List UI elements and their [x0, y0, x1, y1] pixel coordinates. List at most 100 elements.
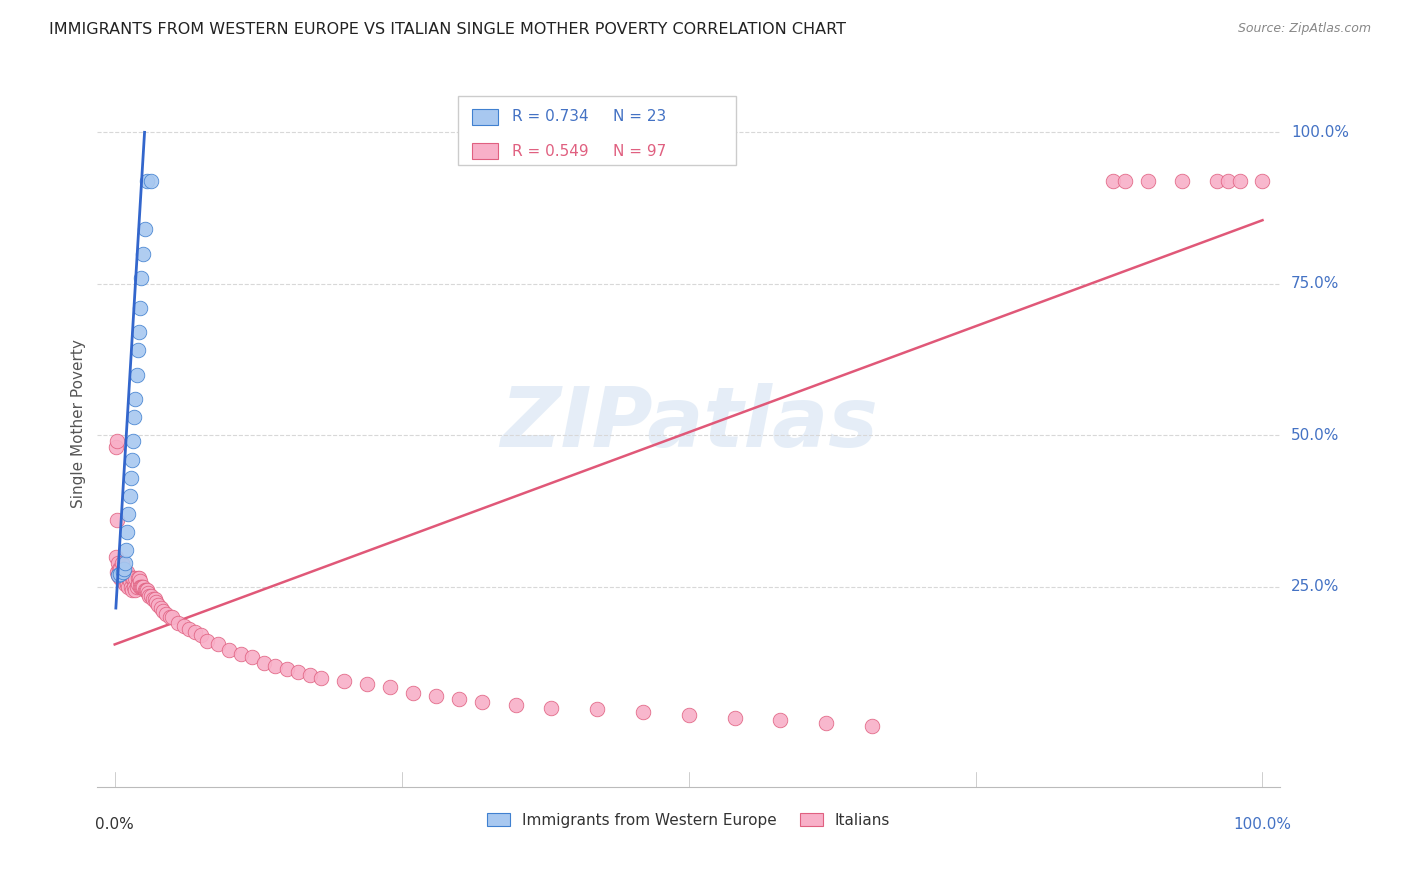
- Point: [1205, 174, 1227, 188]
- Point: [127, 571, 149, 585]
- Point: [110, 556, 132, 570]
- Point: [129, 580, 152, 594]
- Point: [135, 582, 157, 597]
- Point: [110, 566, 132, 581]
- Text: ZIPatlas: ZIPatlas: [499, 383, 877, 464]
- Point: [1229, 174, 1251, 188]
- Point: [117, 571, 139, 585]
- Point: [131, 580, 153, 594]
- Point: [129, 580, 152, 594]
- Point: [815, 716, 838, 731]
- Point: [1114, 174, 1136, 188]
- Point: [111, 574, 134, 588]
- Point: [120, 580, 142, 594]
- Point: [104, 441, 127, 455]
- Point: [1216, 174, 1239, 188]
- Point: [111, 562, 134, 576]
- Point: [138, 589, 160, 603]
- Point: [117, 577, 139, 591]
- Point: [124, 392, 146, 406]
- Point: [111, 565, 134, 579]
- Point: [115, 574, 138, 588]
- Point: [276, 662, 298, 676]
- Point: [380, 680, 402, 694]
- Point: [122, 410, 145, 425]
- Point: [298, 667, 321, 681]
- Point: [540, 701, 562, 715]
- Point: [132, 246, 155, 260]
- Point: [179, 622, 201, 636]
- Point: [1251, 174, 1274, 188]
- Text: 25.0%: 25.0%: [1291, 579, 1339, 594]
- Point: [136, 586, 159, 600]
- Point: [110, 562, 132, 576]
- Point: [128, 571, 150, 585]
- Point: [218, 643, 240, 657]
- Point: [105, 434, 128, 449]
- Point: [129, 270, 152, 285]
- Point: [253, 656, 276, 670]
- Point: [108, 562, 131, 576]
- Point: [585, 702, 607, 716]
- Point: [160, 610, 183, 624]
- Text: 50.0%: 50.0%: [1291, 428, 1339, 442]
- Point: [107, 567, 129, 582]
- Point: [117, 565, 139, 579]
- Legend: Immigrants from Western Europe, Italians: Immigrants from Western Europe, Italians: [481, 806, 897, 834]
- Point: [128, 326, 150, 340]
- Point: [117, 580, 139, 594]
- Point: [152, 604, 174, 618]
- Bar: [472, 144, 498, 160]
- Point: [264, 658, 287, 673]
- Text: IMMIGRANTS FROM WESTERN EUROPE VS ITALIAN SINGLE MOTHER POVERTY CORRELATION CHAR: IMMIGRANTS FROM WESTERN EUROPE VS ITALIA…: [49, 22, 846, 37]
- Point: [122, 580, 145, 594]
- Point: [129, 574, 152, 588]
- Point: [134, 222, 156, 236]
- Point: [124, 571, 146, 585]
- Point: [114, 565, 136, 579]
- Point: [121, 571, 143, 585]
- Point: [110, 571, 132, 585]
- Point: [311, 671, 333, 685]
- Point: [125, 368, 148, 382]
- Point: [121, 582, 143, 597]
- Point: [173, 619, 195, 633]
- Point: [143, 591, 166, 606]
- Text: 100.0%: 100.0%: [1233, 817, 1292, 832]
- Text: 75.0%: 75.0%: [1291, 277, 1339, 292]
- Point: [1171, 174, 1194, 188]
- Point: [122, 434, 145, 449]
- Point: [155, 607, 177, 621]
- Point: [107, 567, 129, 582]
- Point: [148, 598, 170, 612]
- Point: [118, 574, 141, 588]
- Point: [104, 549, 127, 564]
- Bar: [472, 109, 498, 125]
- Point: [112, 574, 135, 588]
- Point: [723, 711, 745, 725]
- Point: [108, 567, 131, 582]
- Text: N = 23: N = 23: [613, 109, 666, 124]
- Point: [184, 625, 207, 640]
- Point: [135, 174, 157, 188]
- Point: [107, 556, 129, 570]
- Point: [141, 589, 163, 603]
- Point: [207, 637, 229, 651]
- Point: [195, 634, 218, 648]
- Point: [134, 582, 156, 597]
- Point: [105, 513, 128, 527]
- Point: [678, 708, 700, 723]
- Point: [115, 567, 138, 582]
- Point: [505, 698, 527, 712]
- Point: [105, 565, 128, 579]
- Point: [127, 343, 149, 358]
- Point: [110, 571, 132, 585]
- Point: [127, 577, 149, 591]
- Text: Source: ZipAtlas.com: Source: ZipAtlas.com: [1237, 22, 1371, 36]
- Point: [425, 689, 447, 703]
- Text: N = 97: N = 97: [613, 144, 666, 159]
- Point: [141, 174, 163, 188]
- Point: [1102, 174, 1125, 188]
- Point: [120, 471, 142, 485]
- Point: [860, 719, 883, 733]
